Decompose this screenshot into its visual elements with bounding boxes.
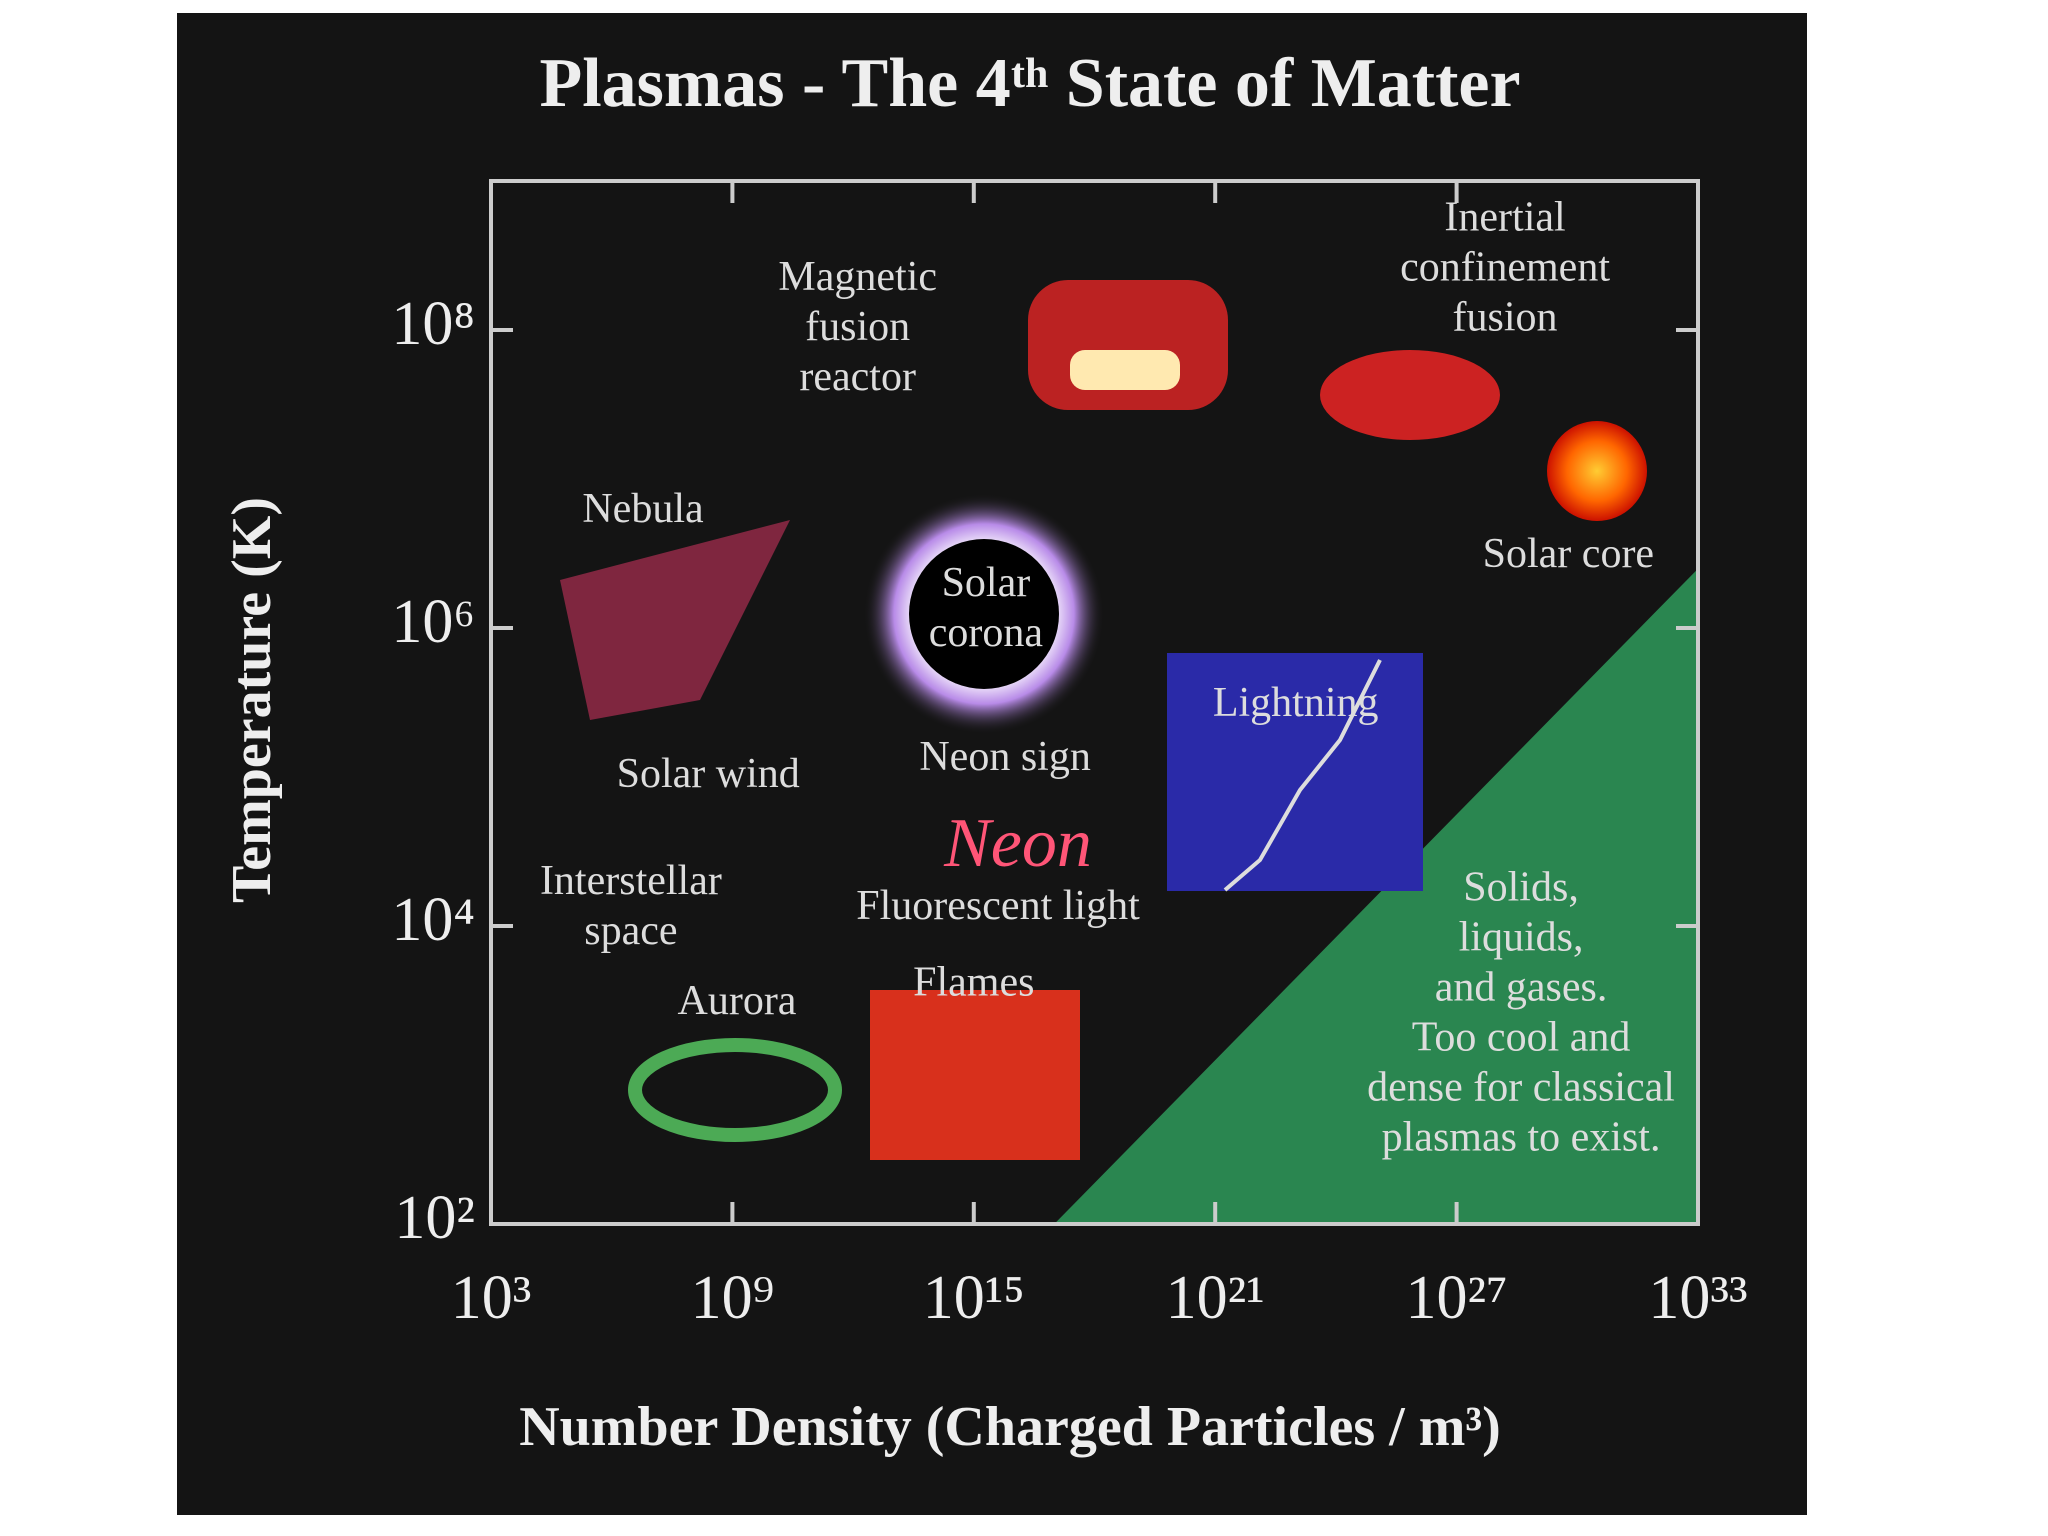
reactor-plasma <box>1070 350 1180 390</box>
annotation-line: Too cool and <box>1412 1014 1631 1060</box>
annotation-line: fusion <box>805 304 910 350</box>
annotation: Neon sign <box>919 734 1091 780</box>
annotation-line: Aurora <box>678 978 797 1024</box>
annotation-line: Flames <box>913 959 1034 1005</box>
annotation: Aurora <box>678 978 797 1024</box>
annotation: Solids, liquids, and gases. Too cool and den… <box>1367 864 1675 1160</box>
x-tick-label: 10¹⁵ <box>923 1264 1025 1332</box>
y-tick-label: 10² <box>394 1184 475 1252</box>
annotation-line: liquids, <box>1459 914 1584 960</box>
annotation: Flames <box>913 959 1034 1005</box>
flames-illustration <box>870 990 1080 1160</box>
annotation-line: confinement <box>1400 244 1610 290</box>
x-tick-label: 10³ <box>451 1264 532 1332</box>
plot-frame <box>489 179 1700 1226</box>
annotation-line: fusion <box>1453 294 1558 340</box>
annotation-line: Solids, <box>1463 864 1579 910</box>
aurora-illustration <box>628 1038 842 1142</box>
annotation: Fluorescent light <box>856 883 1140 929</box>
annotation-line: Interstellar <box>540 858 722 904</box>
lightning-bolt <box>1223 659 1382 892</box>
annotation: Inertial confinement fusion <box>1400 194 1610 340</box>
annotation: Magnetic fusion reactor <box>778 254 937 400</box>
annotation-line: plasmas to exist. <box>1382 1114 1661 1160</box>
nebula-illustration <box>560 520 790 720</box>
annotation-line: space <box>584 908 677 954</box>
x-tick-label: 10²⁷ <box>1405 1264 1507 1332</box>
corona-disc <box>909 539 1059 689</box>
y-tick-label: 10⁴ <box>391 886 475 954</box>
x-axis-label: Number Density (Charged Particles / m³) <box>519 1396 1501 1458</box>
annotation-line: corona <box>929 610 1044 656</box>
region <box>1054 568 1698 1224</box>
icf-illustration <box>1320 350 1500 440</box>
annotation-line: Inertial <box>1444 194 1565 240</box>
lightning-illustration <box>1167 653 1423 891</box>
annotation-line: Lightning <box>1213 680 1379 726</box>
annotation-line: Fluorescent light <box>856 883 1140 929</box>
y-tick-label: 10⁸ <box>391 290 475 358</box>
annotation: Solar core <box>1483 531 1654 577</box>
y-axis-label: Temperature (K) <box>221 497 283 903</box>
annotation-line: and gases. <box>1435 964 1608 1010</box>
chart-title: Plasmas - The 4ᵗʰ State of Matter <box>539 45 1520 122</box>
annotation: Interstellar space <box>540 858 722 954</box>
y-tick-label: 10⁶ <box>391 588 475 656</box>
annotation: Solar corona <box>929 560 1044 656</box>
neon-illustration: Neon <box>943 805 1092 882</box>
x-tick-label: 10⁹ <box>691 1264 775 1332</box>
annotation-line: reactor <box>799 354 916 400</box>
annotation-line: Solar core <box>1483 531 1654 577</box>
annotation-line: dense for classical <box>1367 1064 1675 1110</box>
annotation: Nebula <box>582 486 704 532</box>
annotation-line: Solar <box>942 560 1031 606</box>
solar-core-illustration <box>1547 421 1647 521</box>
annotation: Lightning <box>1213 680 1379 726</box>
annotation-line: Solar wind <box>617 751 800 797</box>
annotation-line: Neon sign <box>919 734 1091 780</box>
x-tick-label: 10³³ <box>1648 1264 1747 1332</box>
reactor-illustration <box>1028 280 1228 410</box>
annotation-line: Magnetic <box>778 254 937 300</box>
x-tick-label: 10²¹ <box>1166 1264 1265 1332</box>
annotation: Solar wind <box>617 751 800 797</box>
annotation-line: Nebula <box>582 486 704 532</box>
